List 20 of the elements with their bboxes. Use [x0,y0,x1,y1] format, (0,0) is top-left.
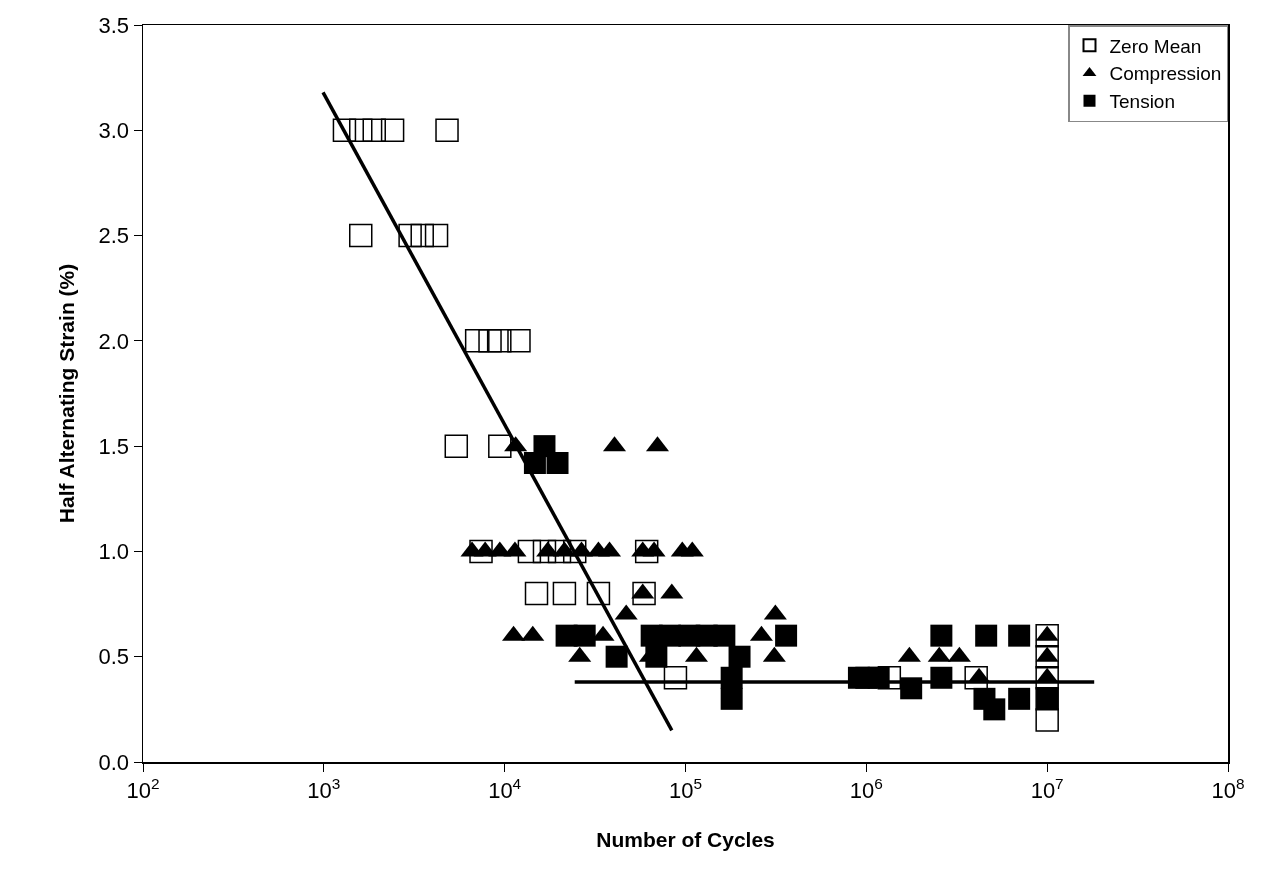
x-tick-label: 10$^{8}$ [1211,774,1245,803]
x-tick-label: 10$^{2}$ [126,774,160,803]
x-axis-title: Number of Cycles [596,827,775,851]
x-tick-label: 10$^{6}$ [849,774,883,803]
y-tick-label: 3.0 [98,117,130,143]
legend-label: Zero Mean [1109,35,1202,57]
y-tick-label: 2.5 [98,223,130,249]
x-tick-label: 10$^{7}$ [1030,774,1064,803]
y-tick-label: 0.0 [98,749,130,775]
legend-label: Tension [1109,91,1175,113]
y-tick-label: 2.0 [98,328,130,354]
y-tick-label: 1.5 [98,433,130,459]
y-axis-title: Half Alternating Strain (%) [54,263,78,524]
y-tick-label: 3.5 [98,12,130,38]
y-tick-label: 0.5 [98,644,130,670]
y-tick-label: 1.0 [98,539,130,565]
x-tick-label: 10$^{5}$ [668,774,703,803]
x-tick-label: 10$^{4}$ [488,774,522,803]
x-tick-label: 10$^{3}$ [307,774,341,803]
legend-label: Compression [1109,63,1222,85]
